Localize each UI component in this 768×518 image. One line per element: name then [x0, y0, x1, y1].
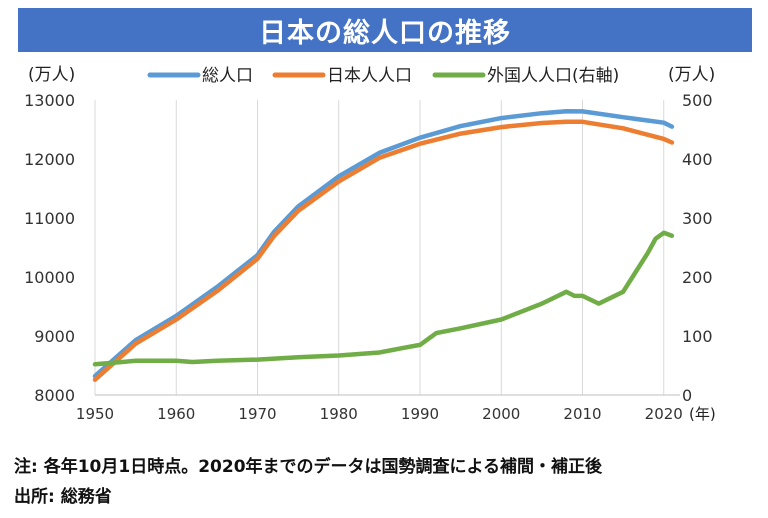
- x-tick-label: 1990: [401, 405, 439, 423]
- right-tick-label: 400: [682, 150, 713, 169]
- x-tick-label: 2000: [482, 405, 520, 423]
- left-tick-label: 9000: [34, 327, 75, 346]
- legend-label-japanese: 日本人人口: [327, 66, 412, 86]
- x-tick-label: 1960: [157, 405, 195, 423]
- legend: 総人口 日本人人口 外国人人口(右軸): [147, 66, 619, 86]
- right-tick-label: 0: [682, 386, 692, 405]
- x-tick-label: 1980: [320, 405, 358, 423]
- legend-label-total: 総人口: [202, 66, 253, 86]
- x-axis-ticks: 1950 1960 1970 1980 1990 2000 2010 2020: [76, 405, 683, 423]
- right-tick-label: 100: [682, 327, 713, 346]
- left-tick-label: 13000: [24, 91, 75, 110]
- total-population-line: [92, 109, 675, 379]
- left-tick-label: 12000: [24, 150, 75, 169]
- legend-label-foreign: 外国人人口(右軸): [487, 66, 619, 86]
- right-axis-label: (万人): [668, 65, 715, 85]
- foreign-population-line: [92, 230, 675, 367]
- x-tick-label: 1950: [76, 405, 114, 423]
- source-note: 出所: 総務省: [14, 487, 112, 507]
- chart-title: 日本の総人口の推移: [259, 17, 511, 49]
- left-tick-label: 10000: [24, 268, 75, 287]
- gridlines: [94, 100, 665, 395]
- chart-title-bar: 日本の総人口の推移: [18, 8, 752, 52]
- series-lines: [92, 109, 675, 382]
- left-axis-label: (万人): [28, 65, 75, 85]
- left-tick-label: 8000: [34, 386, 75, 405]
- x-tick-label: 2010: [563, 405, 601, 423]
- right-axis-ticks: 0 100 200 300 400 500: [682, 91, 713, 405]
- left-tick-label: 11000: [24, 209, 75, 228]
- right-tick-label: 500: [682, 91, 713, 110]
- x-axis-label: (年): [689, 405, 716, 423]
- japanese-population-line: [92, 119, 675, 382]
- right-tick-label: 200: [682, 268, 713, 287]
- x-tick-label: 1970: [238, 405, 276, 423]
- right-tick-label: 300: [682, 209, 713, 228]
- left-axis-ticks: 8000 9000 10000 11000 12000 13000: [24, 91, 75, 405]
- footnote: 注: 各年10月1日時点。2020年までのデータは国勢調査による補間・補正後: [14, 457, 603, 477]
- x-tick-label: 2020: [645, 405, 683, 423]
